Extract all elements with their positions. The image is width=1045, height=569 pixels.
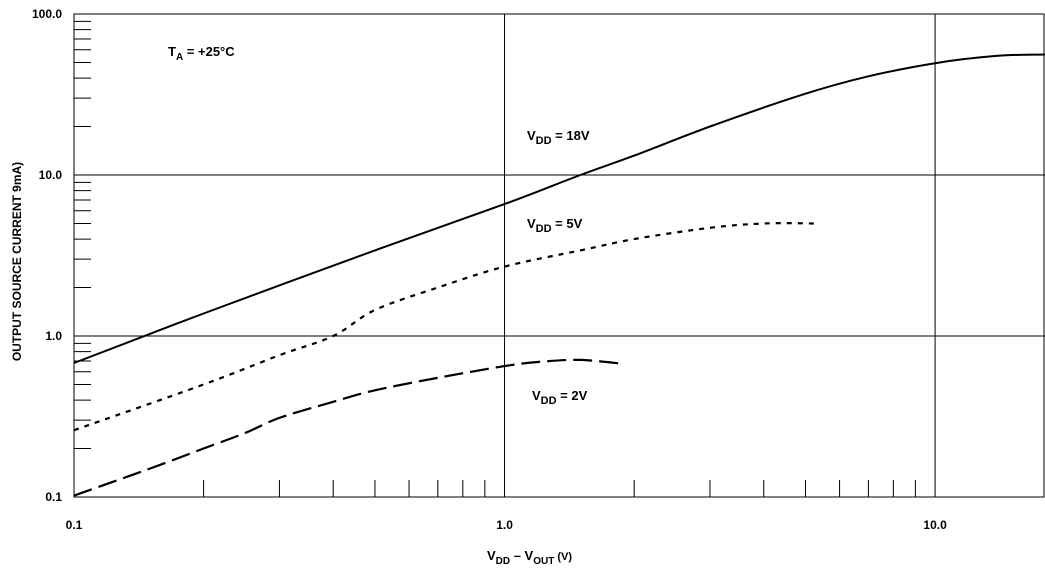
tick-labels: 0.1 1.0 10.0 0.1 1.0 10.0 100.0	[32, 7, 947, 532]
series-label-tail: = 2V	[557, 388, 588, 403]
x-axis-label-sub2: OUT	[533, 556, 554, 567]
series-label-2: VDD = 2V	[532, 388, 588, 407]
x-axis-label: VDD – VOUT (V)	[487, 548, 572, 567]
series-label-main: V	[532, 388, 541, 403]
series-label-tail: = 5V	[552, 216, 583, 231]
temperature-annotation: TA = +25°C	[168, 44, 235, 63]
series-label-tail: = 18V	[552, 128, 590, 143]
x-tick-label: 0.1	[66, 518, 83, 532]
annotation-sub: A	[176, 52, 183, 63]
minor-ticks	[74, 20, 916, 497]
x-axis-label-sub1: DD	[496, 556, 510, 567]
series-label-1: VDD = 5V	[527, 216, 583, 235]
series-label-main: V	[527, 128, 536, 143]
series-line-0	[73, 53, 1045, 364]
series-label-sub: DD	[536, 135, 552, 147]
series-label-sub: DD	[536, 223, 552, 235]
y-axis-label: OUTPUT SOURCE CURRENT 9mA)	[10, 162, 24, 361]
series-line-1	[73, 222, 817, 432]
series-layer	[73, 53, 1045, 497]
annotation-main: T	[168, 44, 176, 59]
plot-frame	[73, 13, 1045, 498]
series-label-0: VDD = 18V	[527, 128, 590, 147]
y-tick-label: 1.0	[45, 329, 62, 343]
series-line-2	[73, 358, 625, 497]
x-axis-label-tail: (V)	[554, 551, 572, 563]
grid	[74, 14, 1045, 497]
x-tick-label: 1.0	[496, 518, 513, 532]
x-axis-label-main: V	[487, 548, 496, 563]
series-label-main: V	[527, 216, 536, 231]
y-tick-label: 100.0	[32, 7, 62, 21]
y-tick-label: 0.1	[45, 490, 62, 504]
x-axis-label-mid: – V	[510, 548, 533, 563]
y-tick-label: 10.0	[39, 168, 63, 182]
annotation-tail: = +25°C	[183, 44, 235, 59]
x-tick-label: 10.0	[923, 518, 947, 532]
series-label-sub: DD	[541, 395, 557, 407]
